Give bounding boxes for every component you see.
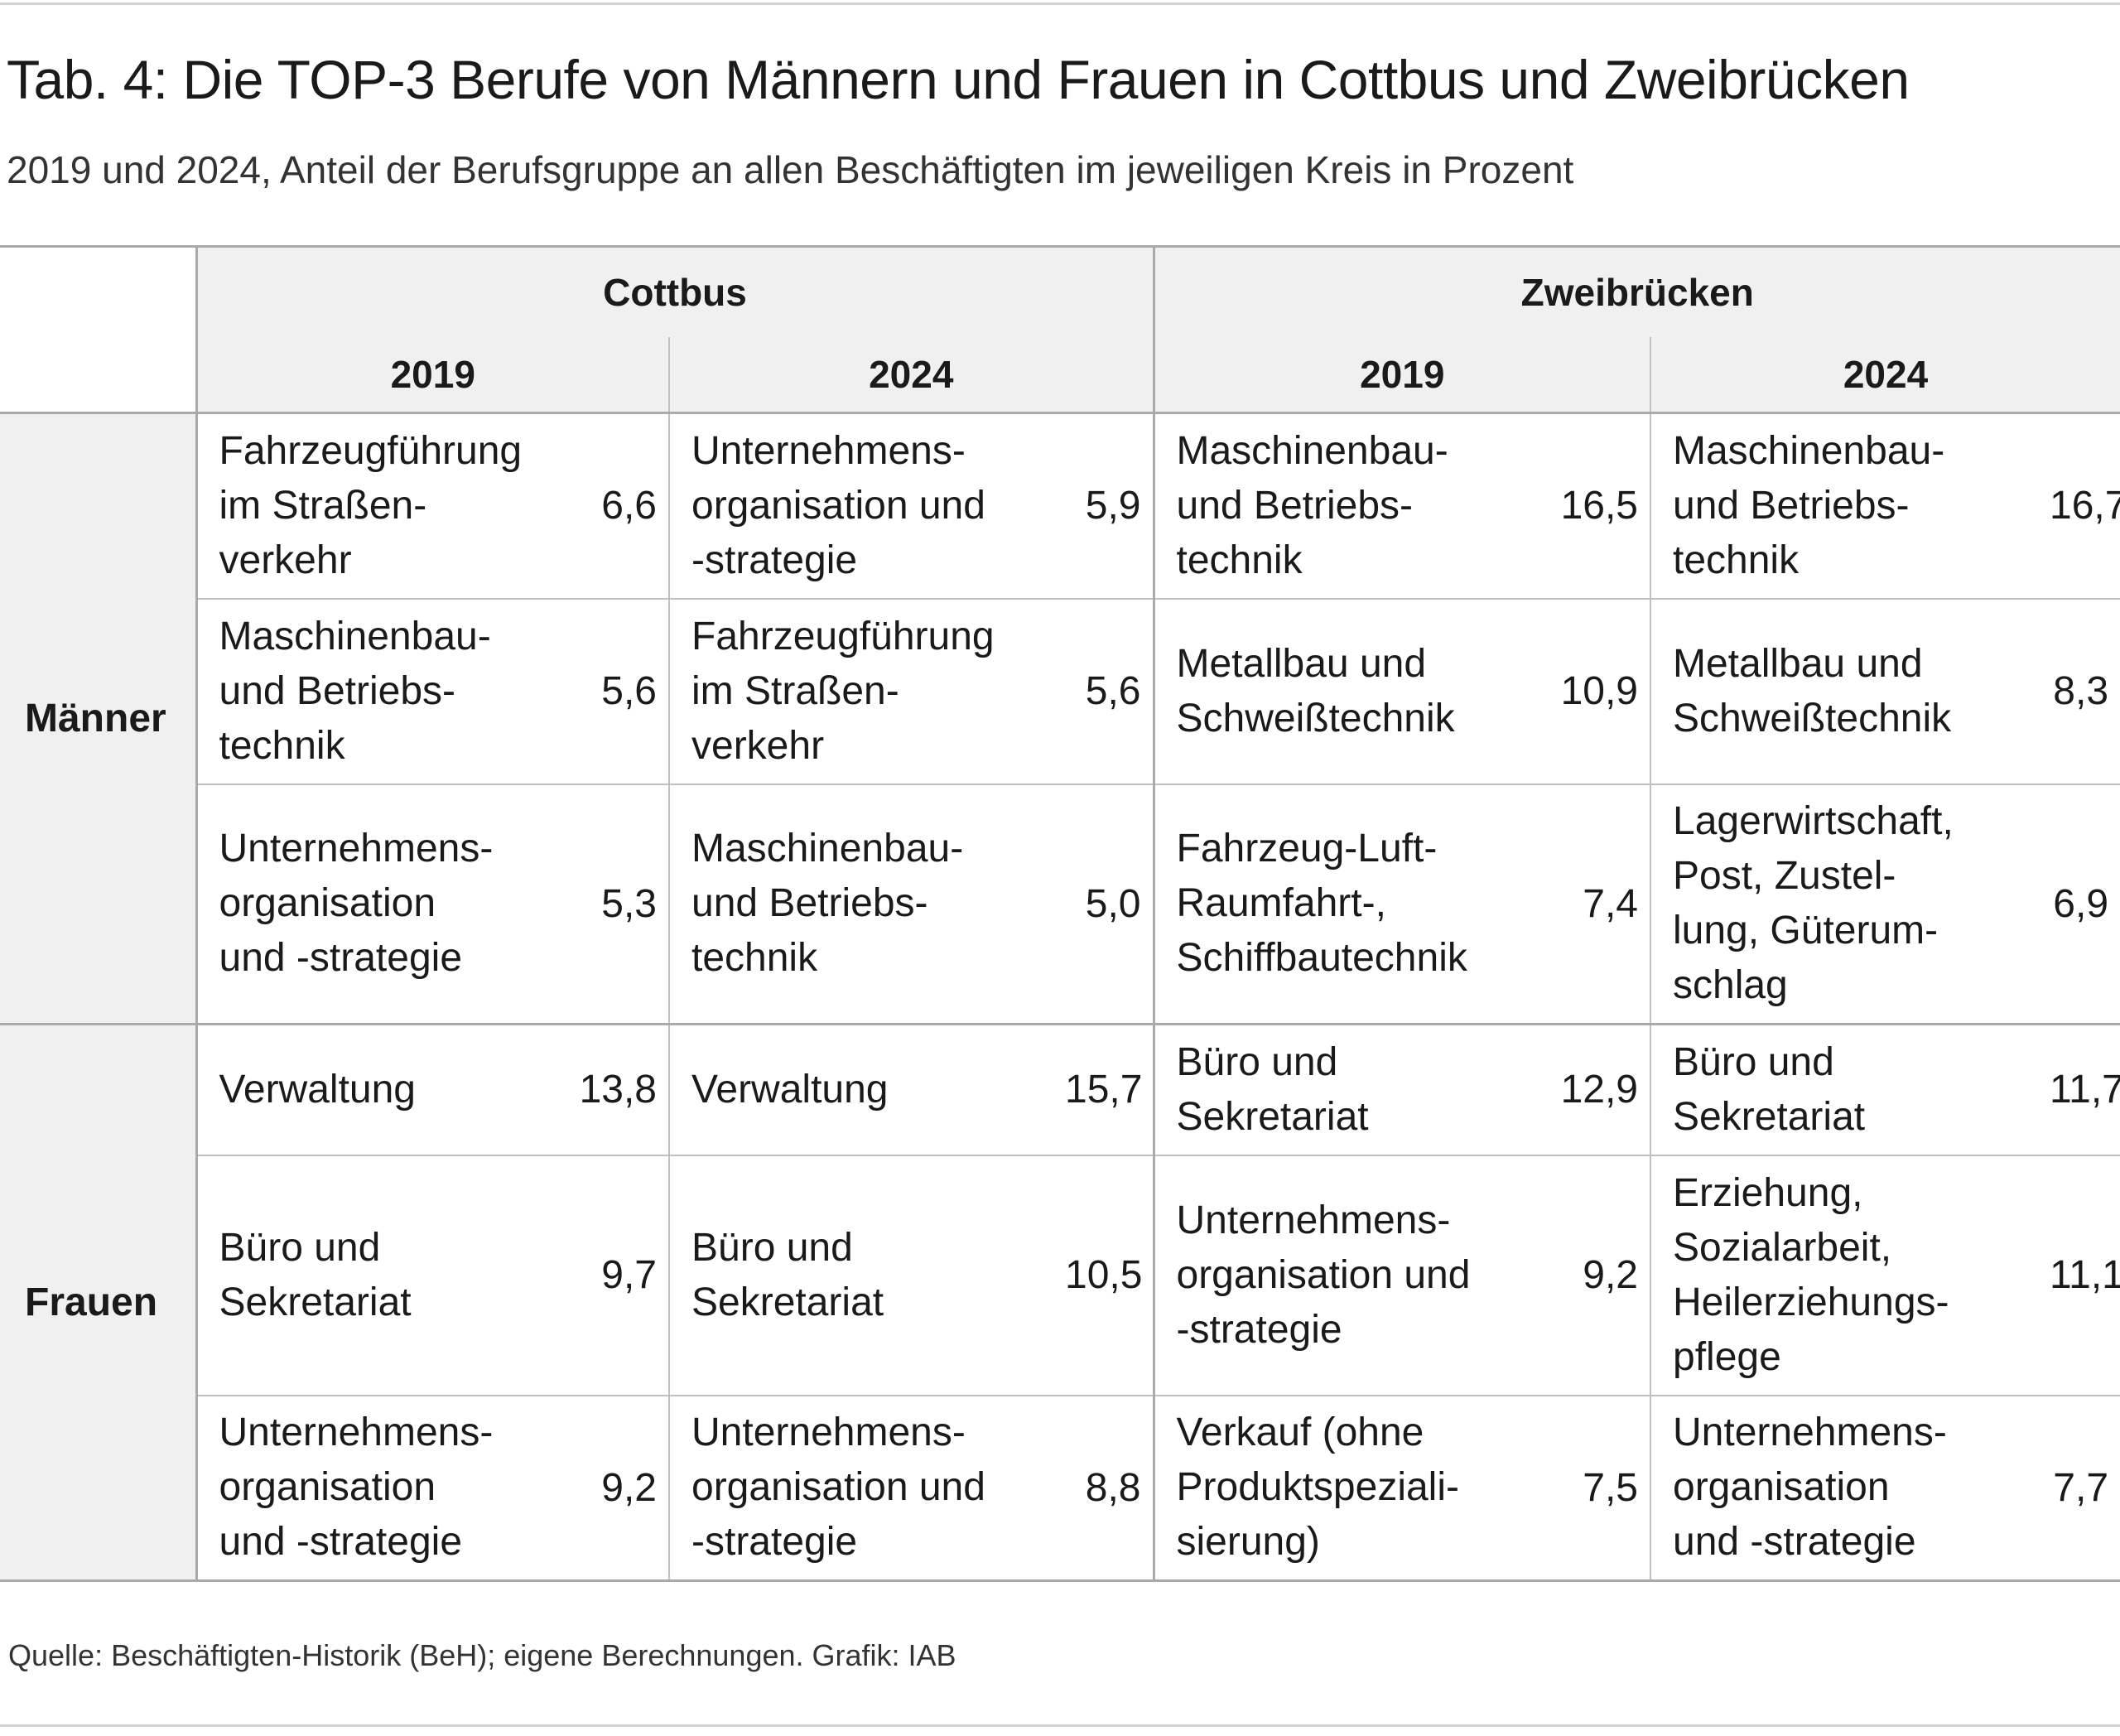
occupation-label: Maschinenbau- und Betriebs- technik [219, 614, 491, 768]
occupation-cell: Unternehmens- organisation und -strategi… [195, 784, 567, 1025]
occupation-cell: Büro und Sekretariat [668, 1155, 1065, 1396]
share-value: 8,8 [1065, 1395, 1154, 1582]
region-header-zweibruecken: Zweibrücken [1152, 245, 2120, 337]
occupation-cell: Büro und Sekretariat [1152, 1024, 1555, 1156]
share-value: 5,9 [1065, 412, 1154, 600]
occupation-cell: Unternehmens- organisation und -strategi… [668, 412, 1065, 600]
year-header: 2019 [1152, 337, 1650, 414]
occupation-cell: Verkauf (ohne Produktspeziali- sierung) [1152, 1395, 1555, 1582]
table-subtitle: 2019 und 2024, Anteil der Berufsgruppe a… [7, 148, 1574, 191]
share-value: 6,6 [567, 412, 669, 600]
corner-cell [0, 245, 196, 414]
occupation-label: Fahrzeugführung im Straßen- verkehr [219, 428, 523, 582]
occupation-cell: Fahrzeugführung im Straßen- verkehr [195, 412, 567, 600]
occupation-cell: Büro und Sekretariat [195, 1155, 567, 1396]
share-value: 5,3 [567, 784, 669, 1025]
occupation-label: Erziehung, Sozialarbeit, Heilerziehungs-… [1673, 1170, 1949, 1379]
table-row: Unternehmens- organisation und -strategi… [0, 784, 2120, 1025]
bottom-rule [0, 1724, 2120, 1727]
occupation-cell: Unternehmens- organisation und -strategi… [1152, 1155, 1555, 1396]
occupation-cell: Erziehung, Sozialarbeit, Heilerziehungs-… [1650, 1155, 2050, 1396]
occupation-cell: Verwaltung [195, 1024, 567, 1156]
occupation-label: Büro und Sekretariat [1176, 1039, 1369, 1139]
occupation-label: Büro und Sekretariat [219, 1225, 412, 1324]
occupation-cell: Metallbau und Schweißtechnik [1650, 598, 2050, 785]
occupation-label: Verwaltung [219, 1067, 417, 1112]
share-value: 5,6 [1065, 598, 1154, 785]
share-value: 6,9 [2050, 784, 2120, 1025]
share-value: 11,1 [2050, 1155, 2120, 1396]
share-value: 9,7 [567, 1155, 669, 1396]
table-row: Büro und Sekretariat 9,7 Büro und Sekretar… [0, 1155, 2120, 1396]
occupation-label: Metallbau und Schweißtechnik [1673, 641, 1952, 740]
share-value: 10,9 [1555, 598, 1650, 785]
table-row: Frauen Verwaltung 13,8 Verwaltung 15,7 Büro u… [0, 1024, 2120, 1582]
occupation-label: Maschinenbau- und Betriebs- technik [1176, 428, 1448, 582]
occupation-label: Maschinenbau- und Betriebs- technik [691, 827, 964, 981]
occupation-label: Unternehmens- organisation und -strategi… [691, 428, 985, 582]
occupation-label: Verkauf (ohne Produktspeziali- sierung) [1176, 1410, 1459, 1565]
share-value: 16,5 [1555, 412, 1650, 600]
occupation-cell: Unternehmens- organisation und -strategi… [195, 1395, 567, 1582]
occupation-cell: Fahrzeugführung im Straßen- verkehr [668, 598, 1065, 785]
share-value: 5,0 [1065, 784, 1154, 1025]
table-row: Männer Fahrzeugführung im Straßen- verkeh… [0, 412, 2120, 1025]
occupation-cell: Maschinenbau- und Betriebs- technik [195, 598, 567, 785]
share-value: 9,2 [567, 1395, 669, 1582]
occupation-cell: Maschinenbau- und Betriebs- technik [1152, 412, 1555, 600]
row-group-label: Frauen [0, 1024, 196, 1582]
share-value: 16,7 [2050, 412, 2120, 600]
table-body: Männer Fahrzeugführung im Straßen- verkeh… [0, 412, 2120, 1582]
share-value: 5,6 [567, 598, 669, 785]
occupation-cell: Unternehmens- organisation und -strategi… [668, 1395, 1065, 1582]
occupation-label: Maschinenbau- und Betriebs- technik [1673, 428, 1945, 582]
occupation-label: Unternehmens- organisation und -strategi… [1673, 1410, 1947, 1565]
occupation-cell: Maschinenbau- und Betriebs- technik [668, 784, 1065, 1025]
occupation-label: Unternehmens- organisation und -strategi… [219, 827, 494, 981]
occupation-label: Metallbau und Schweißtechnik [1176, 641, 1455, 740]
occupation-label: Lagerwirtschaft, Post, Zustel- lung, Güt… [1673, 799, 1954, 1008]
occupation-cell: Büro und Sekretariat [1650, 1024, 2050, 1156]
table-row: Unternehmens- organisation und -strategi… [0, 1395, 2120, 1582]
occupation-label: Unternehmens- organisation und -strategi… [219, 1410, 494, 1565]
share-value: 7,5 [1555, 1395, 1650, 1582]
table-title: Tab. 4: Die TOP-3 Berufe von Männern und… [7, 49, 1910, 110]
occupation-label: Unternehmens- organisation und -strategi… [1176, 1198, 1471, 1352]
share-value: 15,7 [1065, 1024, 1154, 1156]
row-group-label: Männer [0, 412, 196, 1025]
share-value: 10,5 [1065, 1155, 1154, 1396]
occupation-label: Fahrzeug-Luft- Raumfahrt-, Schiffbautech… [1176, 827, 1467, 981]
share-value: 13,8 [567, 1024, 669, 1156]
occupation-label: Fahrzeugführung im Straßen- verkehr [691, 614, 995, 768]
occupation-label: Büro und Sekretariat [1673, 1039, 1866, 1139]
occupation-cell: Verwaltung [668, 1024, 1065, 1156]
occupation-label: Büro und Sekretariat [691, 1225, 884, 1324]
year-header: 2019 [195, 337, 669, 414]
share-value: 9,2 [1555, 1155, 1650, 1396]
occupation-label: Unternehmens- organisation und -strategi… [691, 1410, 985, 1565]
occupation-cell: Fahrzeug-Luft- Raumfahrt-, Schiffbautech… [1152, 784, 1555, 1025]
source-note: Quelle: Beschäftigten-Historik (BeH); ei… [8, 1638, 956, 1672]
share-value: 12,9 [1555, 1024, 1650, 1156]
year-header: 2024 [1649, 337, 2120, 414]
top-rule [0, 2, 2120, 5]
share-value: 11,7 [2050, 1024, 2120, 1156]
year-header: 2024 [668, 337, 1154, 414]
occupation-cell: Metallbau und Schweißtechnik [1152, 598, 1555, 785]
occupation-label: Verwaltung [691, 1067, 889, 1112]
table-row: Maschinenbau- und Betriebs- technik 5,6 Fa… [0, 598, 2120, 785]
occupation-cell: Unternehmens- organisation und -strategi… [1650, 1395, 2050, 1582]
occupation-cell: Lagerwirtschaft, Post, Zustel- lung, Güt… [1650, 784, 2050, 1025]
occupation-cell: Maschinenbau- und Betriebs- technik [1650, 412, 2050, 600]
occupations-table: Cottbus Zweibrücken 2019 2024 2019 2024 … [0, 245, 2120, 1582]
region-header-cottbus: Cottbus [195, 245, 1154, 337]
share-value: 8,3 [2050, 598, 2120, 785]
share-value: 7,4 [1555, 784, 1650, 1025]
share-value: 7,7 [2050, 1395, 2120, 1582]
